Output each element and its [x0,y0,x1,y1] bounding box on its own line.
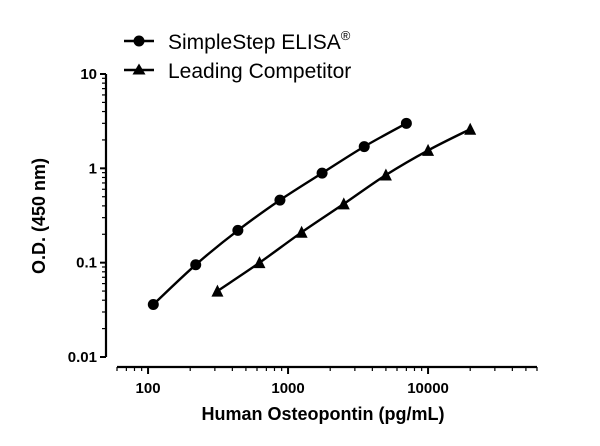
data-point-triangle [464,122,477,135]
legend-marker-triangle [132,63,146,75]
legend-item-competitor: Leading Competitor [124,60,351,83]
data-point-circle [358,141,370,153]
x-tick-label: 1000 [271,380,304,397]
legend-label-simplestep: SimpleStep ELISA® [168,28,351,54]
x-tick-label: 10000 [407,380,449,397]
series-competitor [211,122,477,297]
data-point-circle [274,194,286,206]
y-tick-label: 10 [80,66,97,83]
legend: SimpleStep ELISA® Leading Competitor [124,28,351,83]
data-point-circle [147,299,159,311]
series-line [152,122,407,306]
legend-item-simplestep: SimpleStep ELISA® [124,28,351,54]
data-point-circle [400,117,412,129]
data-point-circle [190,259,202,271]
data-point-triangle [422,143,435,156]
ticks: 0.01 0.1 1 10 100 1000 10000 [68,66,538,397]
y-tick-label: 1 [89,160,97,177]
data-point-circle [232,224,244,236]
data-point-triangle [295,225,308,238]
legend-label-competitor: Leading Competitor [168,60,351,83]
plot-area [147,117,477,311]
data-point-triangle [379,168,392,181]
data-point-triangle [253,256,266,269]
x-axis-title: Human Osteopontin (pg/mL) [202,404,445,424]
y-tick-label: 0.1 [76,255,97,272]
axes [104,74,537,369]
y-tick-label: 0.01 [68,349,97,366]
data-point-circle [316,167,328,179]
legend-marker-circle [133,35,145,47]
x-tick-label: 100 [136,380,161,397]
data-point-triangle [211,284,224,297]
series-simplestep [147,117,412,311]
data-point-triangle [337,197,350,210]
y-axis-title: O.D. (450 nm) [29,158,49,274]
